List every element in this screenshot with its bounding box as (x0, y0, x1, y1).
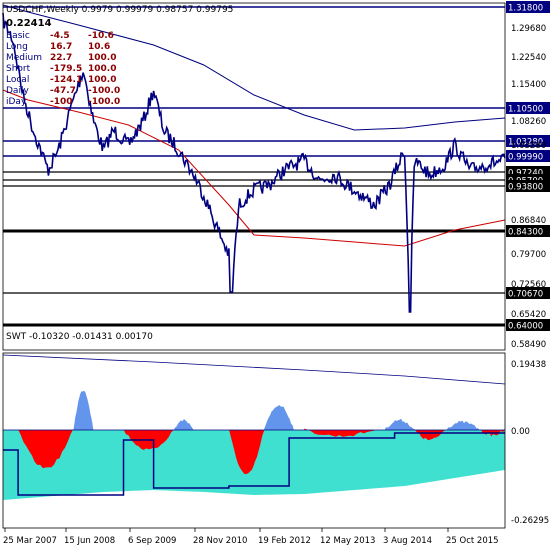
signal-step-line (3, 432, 505, 496)
stat-value: -100.0 (88, 86, 120, 96)
stat-label: Long (6, 42, 28, 52)
stat-value: 100.0 (88, 53, 116, 63)
stat-label: Daily (6, 86, 29, 96)
indicator-pane (2, 354, 506, 500)
stat-label: iDay (6, 97, 27, 107)
stat-label: Basic (6, 31, 30, 41)
level-label-bg (506, 1, 550, 13)
price-pane (2, 4, 506, 327)
level-label: 0.84300 (508, 228, 543, 238)
time-label: 3 Aug 2014 (383, 536, 432, 546)
price-frame (2, 2, 506, 351)
indicator-tick: 0.19438 (511, 360, 546, 370)
turquoise-area (3, 430, 505, 500)
stat-value: -4.5 (50, 31, 70, 41)
stat-value: -100.0 (88, 97, 120, 107)
level-label-bg (506, 319, 550, 331)
level-label: 0.70670 (508, 290, 543, 300)
blue-histogram (264, 405, 295, 432)
blue-histogram (173, 419, 194, 431)
level-label: 1.10500 (508, 105, 543, 115)
blue-histogram (384, 418, 415, 431)
time-label: 25 Oct 2015 (446, 536, 499, 546)
time-label: 25 Mar 2007 (3, 536, 57, 546)
level-label-bg (506, 225, 550, 237)
time-label: 15 Jun 2008 (64, 536, 115, 546)
level-label: 1.03280 (508, 138, 543, 148)
stat-value: 10.6 (88, 42, 110, 52)
price-tick: 0.58490 (511, 340, 546, 350)
red-histogram (304, 428, 375, 437)
stat-value: 100.0 (88, 64, 116, 74)
indicator-tick: -0.26295 (511, 516, 549, 526)
indicator-title: SWT -0.10320 -0.01431 0.00170 (6, 332, 153, 342)
stat-label: Short (6, 64, 31, 74)
overlay-text: USDCHF,Weekly 0.9979 0.99979 0.98757 0.9… (6, 5, 233, 342)
level-label: 0.64000 (508, 322, 543, 332)
indicator-frame (2, 352, 506, 529)
stat-label: Local (6, 75, 29, 85)
level-label-bg (506, 102, 550, 114)
price-tick: 1.29680 (511, 24, 546, 34)
price-tick: 1.03280 (511, 141, 546, 151)
price-tick: 1.08260 (511, 117, 546, 127)
red-ma-line (2, 89, 506, 247)
price-tick: 0.72560 (511, 280, 546, 290)
price-tick: 0.86840 (511, 216, 546, 226)
time-label: 28 Nov 2010 (193, 536, 247, 546)
level-label-bg (506, 135, 550, 147)
red-histogram (18, 429, 74, 469)
time-label: 19 Feb 2012 (258, 536, 311, 546)
price-tick: 1.15400 (511, 80, 546, 90)
stat-value: -100 (50, 97, 73, 107)
value-readout: 0.22414 (6, 18, 52, 29)
stat-value: 16.7 (50, 42, 72, 52)
time-label: 6 Sep 2009 (128, 536, 176, 546)
indicator-tick: 0.00 (511, 427, 530, 437)
stat-value: 100.0 (88, 75, 116, 85)
chart-title: USDCHF,Weekly 0.9979 0.99979 0.98757 0.9… (6, 5, 233, 15)
stat-value: 22.7 (50, 53, 72, 63)
level-label-bg (506, 150, 550, 162)
red-histogram (228, 429, 264, 475)
blue-histogram (444, 420, 480, 432)
stat-value: -124.1 (50, 75, 82, 85)
stat-value: -47.7 (50, 86, 76, 96)
price-line (2, 12, 506, 313)
stat-value: -10.6 (88, 31, 114, 41)
red-histogram (414, 429, 445, 441)
level-label: 0.97240 (508, 169, 543, 179)
level-label-bg (506, 287, 550, 299)
stat-value: -179.5 (50, 64, 82, 74)
indicator-upper-line (2, 354, 506, 385)
blue-histogram (73, 391, 94, 431)
price-tick: 0.79700 (511, 250, 546, 260)
time-label: 12 May 2013 (320, 536, 375, 546)
level-label-bg (506, 180, 550, 192)
level-label: 0.93800 (508, 183, 543, 193)
stats-panel: Basic -4.5 -10.6 Long 16.7 10.6 Medium 22.7 100.… (6, 31, 120, 107)
level-label: 0.99990 (508, 153, 543, 163)
stat-label: Medium (6, 53, 42, 63)
level-label: 1.31800 (508, 4, 543, 14)
slow-ma-line (2, 4, 506, 131)
price-tick: 0.65420 (511, 310, 546, 320)
price-tick: 1.22540 (511, 53, 546, 63)
